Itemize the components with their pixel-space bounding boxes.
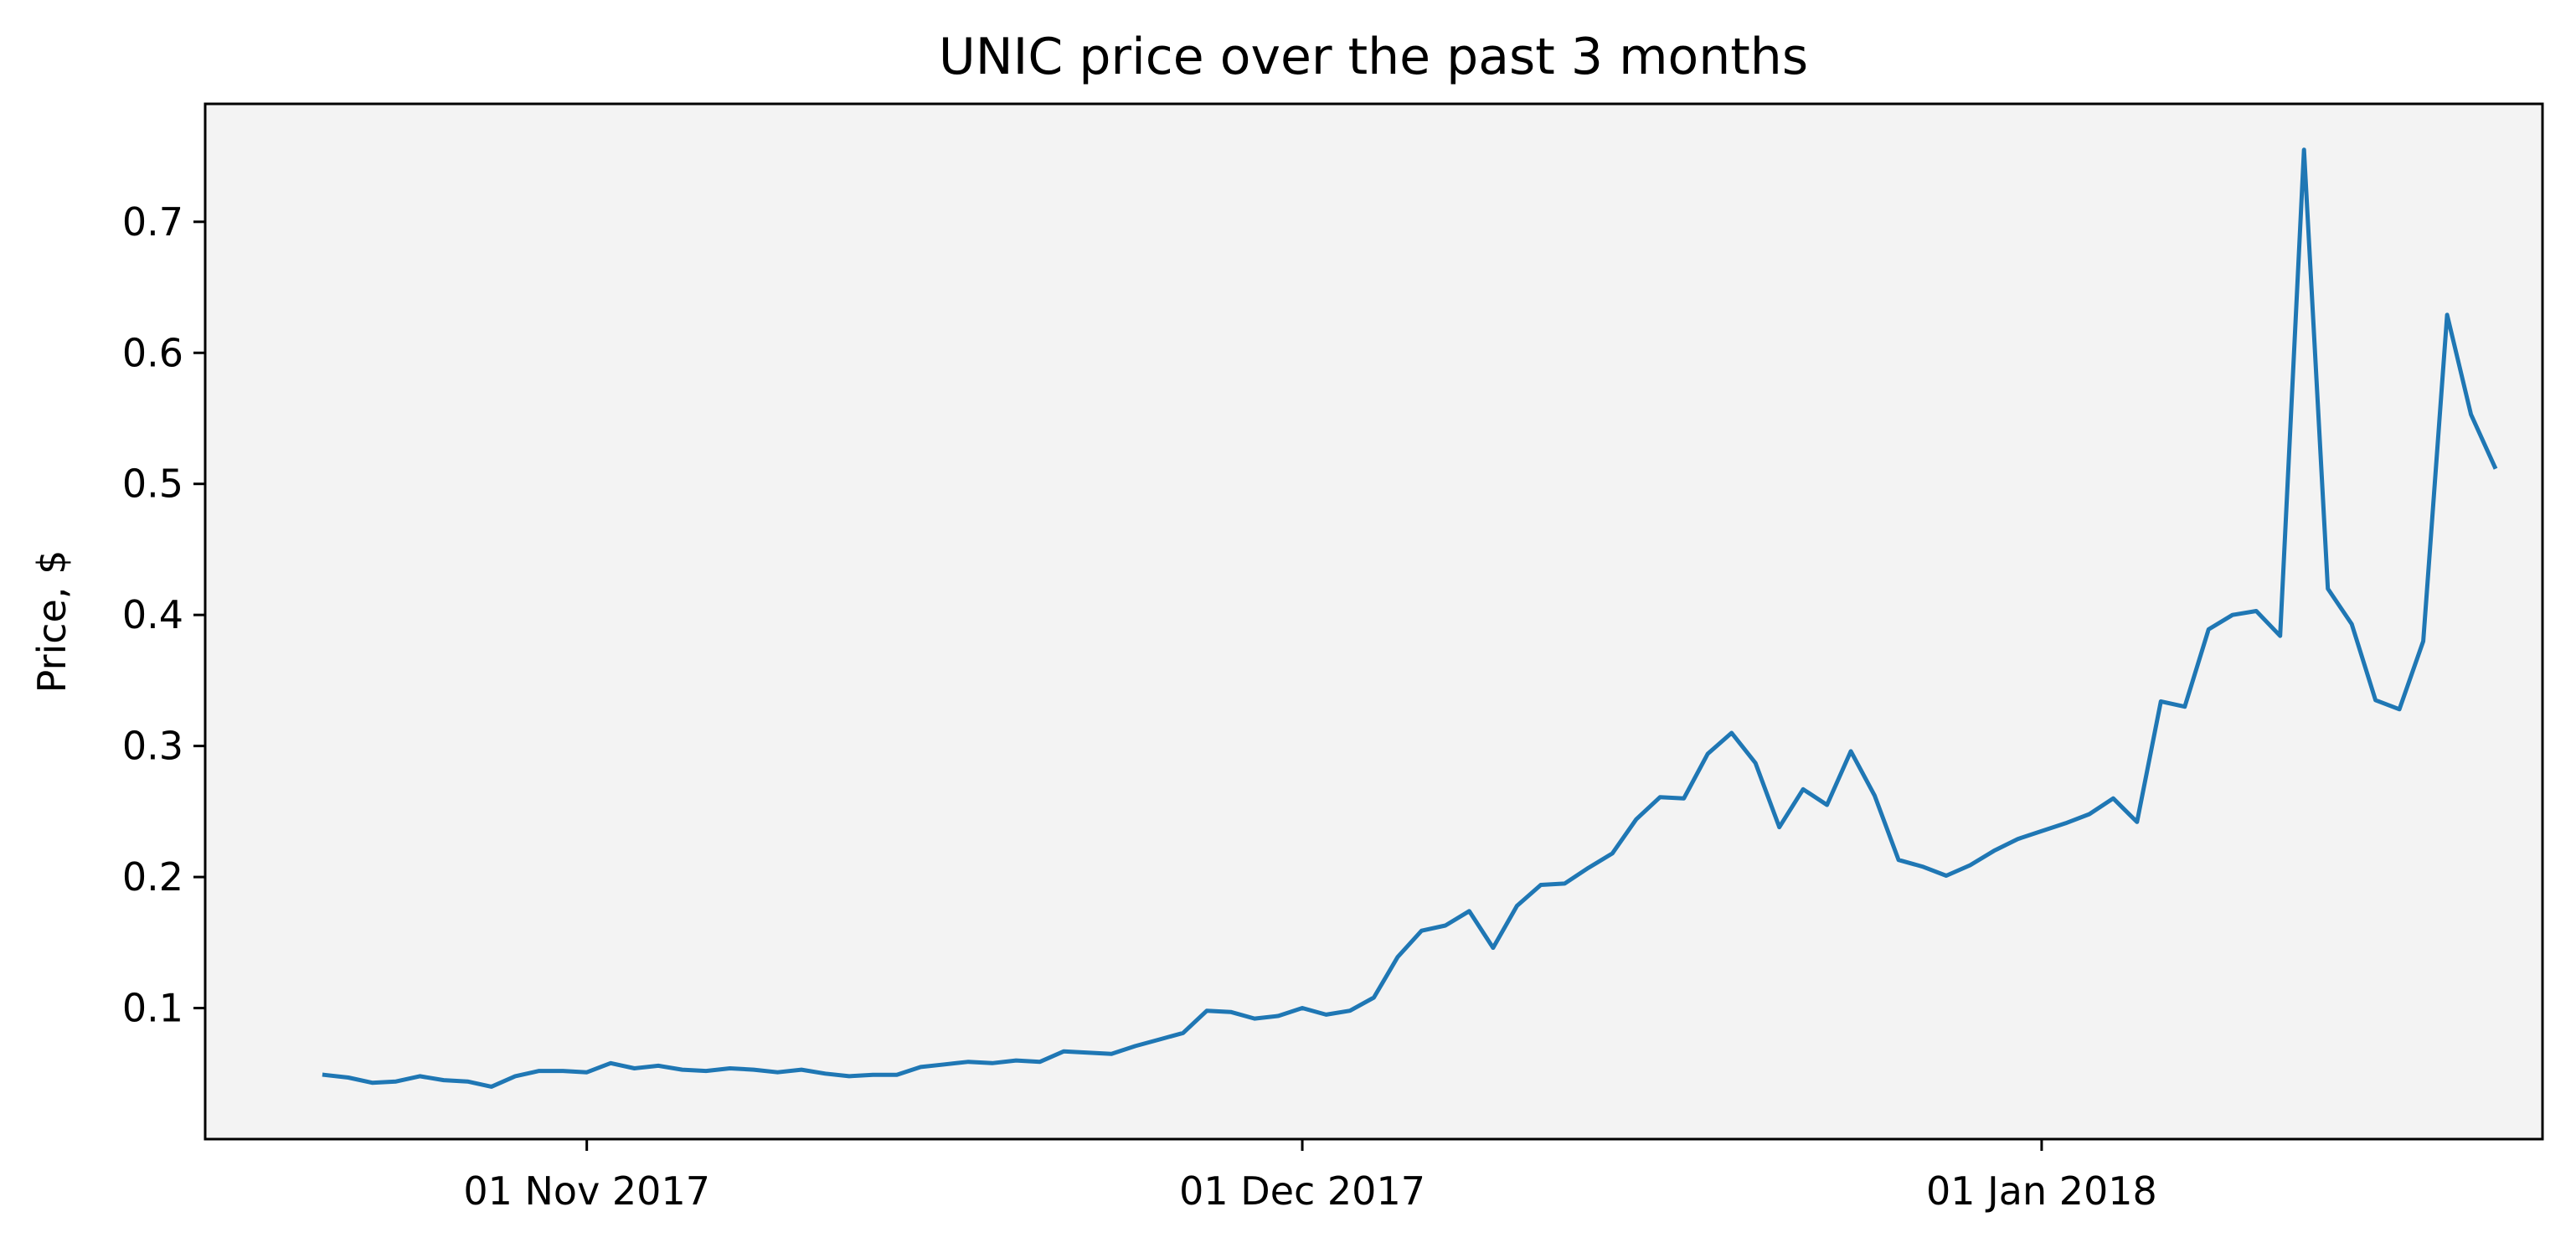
y-tick-label: 0.7 (122, 199, 183, 245)
price-point (1230, 1012, 1231, 1013)
price-point (944, 1064, 945, 1065)
y-tick-label: 0.5 (122, 462, 183, 507)
price-point (777, 1072, 778, 1073)
x-tick-label: 01 Jan 2018 (1926, 1168, 2157, 1214)
price-point (1016, 1060, 1017, 1061)
price-point (1135, 1045, 1136, 1046)
price-point (658, 1065, 659, 1066)
price-point (1970, 865, 1971, 866)
price-point (1469, 910, 1470, 911)
price-point (2375, 699, 2376, 700)
y-tick-label: 0.3 (122, 724, 183, 769)
price-point (825, 1073, 826, 1074)
y-tick-label: 0.4 (122, 592, 183, 637)
price-point (372, 1082, 373, 1083)
price-point (491, 1086, 492, 1087)
x-tick-label: 01 Dec 2017 (1179, 1168, 1425, 1214)
price-point (1683, 798, 1684, 799)
price-point (1159, 1039, 1160, 1040)
price-point (1564, 883, 1565, 884)
price-point (1994, 850, 1995, 851)
x-tick-label: 01 Nov 2017 (463, 1168, 710, 1214)
price-point (1803, 789, 1804, 790)
price-point (1874, 796, 1875, 797)
price-point (1207, 1010, 1208, 1011)
price-point (729, 1068, 730, 1069)
x-axis: 01 Nov 2017 01 Dec 2017 01 Jan 2018 (463, 1139, 2157, 1214)
price-point (2447, 314, 2448, 315)
price-point (1826, 805, 1827, 806)
price-point (2208, 629, 2209, 630)
price-point (1946, 875, 1947, 876)
price-point (395, 1081, 396, 1082)
price-point (706, 1070, 707, 1071)
price-point (1278, 1015, 1279, 1016)
y-tick-label: 0.1 (122, 986, 183, 1031)
price-point (515, 1075, 516, 1076)
y-tick-label: 0.6 (122, 330, 183, 375)
plot-frame (204, 102, 2544, 1141)
price-point (563, 1070, 564, 1071)
price-point (2113, 798, 2114, 799)
price-point (2327, 588, 2328, 589)
price-point (1326, 1014, 1327, 1015)
y-tick-label: 0.2 (122, 854, 183, 900)
plot-area (205, 104, 2543, 1139)
price-point (1087, 1052, 1088, 1053)
price-point (2184, 706, 2185, 707)
price-point (2470, 414, 2471, 415)
price-point (848, 1075, 849, 1076)
price-point (634, 1068, 635, 1069)
price-point (1182, 1033, 1183, 1034)
price-point (2304, 149, 2305, 150)
price-point (920, 1066, 921, 1067)
price-point (1039, 1061, 1040, 1062)
y-axis: 0.1 0.2 0.3 0.4 0.5 0.6 0.7 (122, 199, 205, 1031)
price-point (1779, 827, 1780, 828)
price-point (1755, 763, 1756, 764)
price-point (2017, 838, 2018, 839)
y-axis-label: Price, $ (29, 550, 75, 694)
price-point (2423, 641, 2424, 642)
price-point (1588, 868, 1589, 869)
price-point (2232, 615, 2233, 616)
price-point (968, 1061, 969, 1062)
price-point (1111, 1054, 1112, 1055)
price-point (1731, 733, 1732, 734)
price-point (1540, 884, 1541, 885)
price-point (1492, 947, 1493, 948)
price-point (467, 1081, 468, 1082)
price-series-line (322, 147, 2498, 1089)
price-point (1922, 866, 1923, 867)
price-point (538, 1070, 539, 1071)
price-point (1350, 1010, 1351, 1011)
chart-title: UNIC price over the past 3 months (939, 28, 1808, 86)
price-point (2041, 831, 2042, 832)
price-point (586, 1072, 587, 1073)
price-point (2136, 822, 2137, 823)
price-point (1851, 750, 1852, 751)
